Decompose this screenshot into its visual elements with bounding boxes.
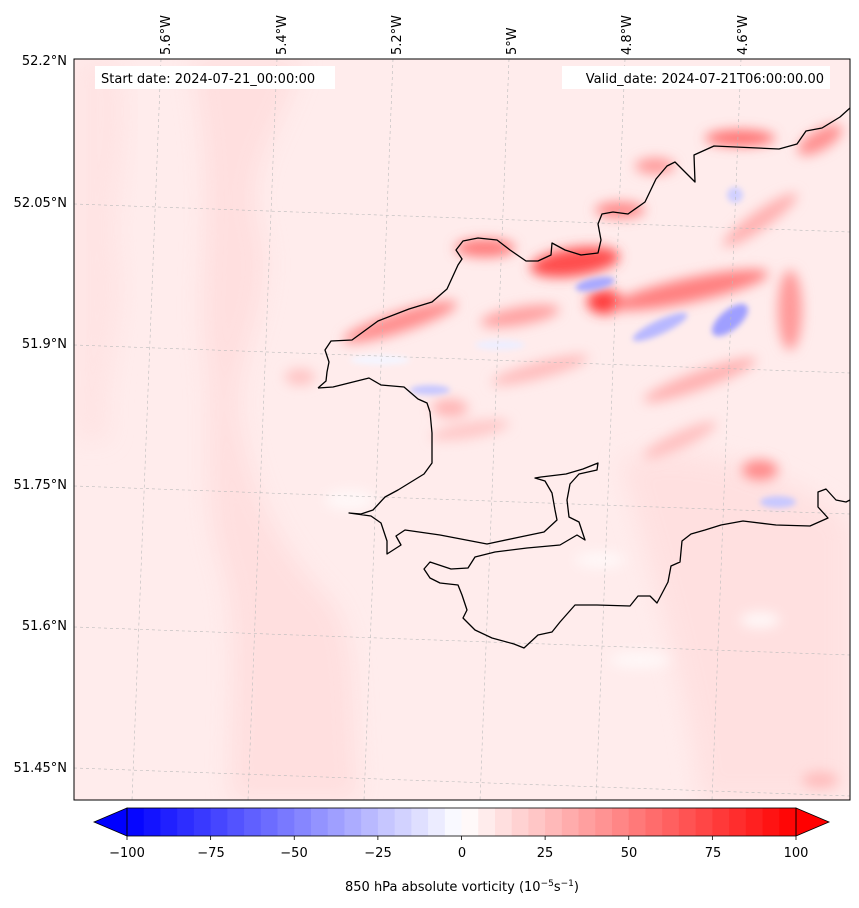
colorbar-cell	[327, 808, 345, 836]
lon-tick-label: 5.4°W	[275, 15, 290, 55]
colorbar-cell	[729, 808, 747, 836]
colorbar-label: 850 hPa absolute vorticity (10−5s−1)	[345, 879, 579, 895]
map-frame	[73, 58, 851, 801]
colorbar-cell	[227, 808, 245, 836]
south-coast-west	[317, 377, 850, 649]
colorbar-cell	[210, 808, 228, 836]
colorbar-cell	[193, 808, 212, 836]
neutral-patches	[325, 490, 780, 668]
colorbar-cell	[645, 808, 663, 836]
colorbar-cell	[561, 808, 580, 836]
colorbar-tick-label: 0	[458, 846, 466, 861]
colorbar-tick-label: 75	[705, 846, 722, 861]
colorbar-cell	[310, 808, 329, 836]
colorbar-tick-label: −50	[280, 846, 307, 861]
start-date-label: Start date: 2024-07-21_00:00:00	[101, 72, 315, 87]
map-panel: Start date: 2024-07-21_00:00:00 Valid_da…	[74, 59, 850, 800]
colorbar-cell	[494, 808, 513, 836]
colorbar-cell	[160, 808, 178, 836]
colorbar-tick-label: −25	[364, 846, 391, 861]
colorbar-cell	[678, 808, 697, 836]
lat-tick-label: 51.9°N	[22, 337, 67, 352]
colorbar-cell	[344, 808, 362, 836]
colorbar-cell	[461, 808, 479, 836]
coastline	[317, 107, 850, 649]
lon-tick-label: 4.8°W	[620, 15, 635, 55]
inland-field	[620, 453, 850, 800]
colorbar-cell	[628, 808, 646, 836]
colorbar-cell	[143, 808, 161, 836]
latitude-labels: 52.2°N 52.05°N 51.9°N 51.75°N 51.6°N 51.…	[14, 54, 67, 776]
colorbar-extend-max	[795, 807, 831, 837]
colorbar-cell	[779, 808, 797, 836]
colorbar-ticks	[126, 836, 797, 840]
colorbar-tick-label: 100	[784, 846, 809, 861]
colorbar-tick-labels: −100 −75 −50 −25 0 25 50 75 100	[109, 846, 808, 861]
north-coast	[317, 107, 850, 389]
lat-tick-label: 51.45°N	[14, 761, 67, 776]
colorbar-cell	[528, 808, 546, 836]
colorbar: −100 −75 −50 −25 0 25 50 75 100 850 hPa …	[92, 807, 831, 895]
colorbar-cell	[612, 808, 630, 836]
lon-tick-label: 5°W	[505, 27, 520, 55]
start-date-box: Start date: 2024-07-21_00:00:00	[95, 66, 335, 89]
colorbar-cell	[444, 808, 463, 836]
colorbar-cell	[511, 808, 529, 836]
lat-tick-label: 52.05°N	[14, 196, 67, 211]
negative-vorticity-patches	[350, 187, 796, 508]
colorbar-cells	[127, 808, 797, 836]
colorbar-cell	[545, 808, 563, 836]
colorbar-extend-min	[92, 807, 128, 837]
lon-tick-label: 5.2°W	[390, 15, 405, 55]
colorbar-cell	[745, 808, 764, 836]
colorbar-cell	[277, 808, 295, 836]
colorbar-tick-label: 25	[537, 846, 554, 861]
lat-tick-label: 51.75°N	[14, 478, 67, 493]
colorbar-cell	[478, 808, 496, 836]
lon-tick-label: 5.6°W	[159, 15, 174, 55]
colorbar-cell	[394, 808, 412, 836]
colorbar-cell	[695, 808, 713, 836]
colorbar-cell	[377, 808, 396, 836]
left-edge-field	[74, 59, 128, 440]
valid-date-label: Valid_date: 2024-07-21T06:00:00.00	[586, 72, 824, 87]
lat-tick-label: 52.2°N	[22, 54, 67, 69]
colorbar-cell	[411, 808, 429, 836]
colorbar-cell	[294, 808, 312, 836]
valid-date-box: Valid_date: 2024-07-21T06:00:00.00	[562, 66, 830, 89]
colorbar-cell	[762, 808, 780, 836]
colorbar-cell	[662, 808, 680, 836]
longitude-labels: 5.6°W 5.4°W 5.2°W 5°W 4.8°W 4.6°W	[159, 15, 751, 55]
lon-tick-label: 4.6°W	[736, 15, 751, 55]
colorbar-cell	[361, 808, 379, 836]
colorbar-cell	[428, 808, 446, 836]
colorbar-cell	[712, 808, 730, 836]
positive-vorticity-bands	[285, 124, 843, 788]
colorbar-tick-label: 50	[621, 846, 638, 861]
lat-tick-label: 51.6°N	[22, 619, 67, 634]
colorbar-cell	[177, 808, 195, 836]
colorbar-tick-label: −75	[197, 846, 224, 861]
colorbar-cell	[244, 808, 262, 836]
colorbar-cell	[260, 808, 279, 836]
colorbar-tick-label: −100	[109, 846, 145, 861]
colorbar-cell	[127, 808, 145, 836]
colorbar-cell	[578, 808, 596, 836]
colorbar-cell	[595, 808, 613, 836]
sea-band-field	[190, 59, 360, 800]
